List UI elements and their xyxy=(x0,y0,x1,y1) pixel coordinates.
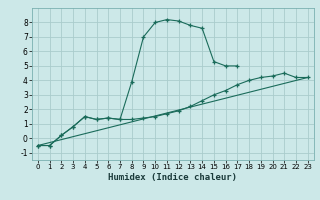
X-axis label: Humidex (Indice chaleur): Humidex (Indice chaleur) xyxy=(108,173,237,182)
